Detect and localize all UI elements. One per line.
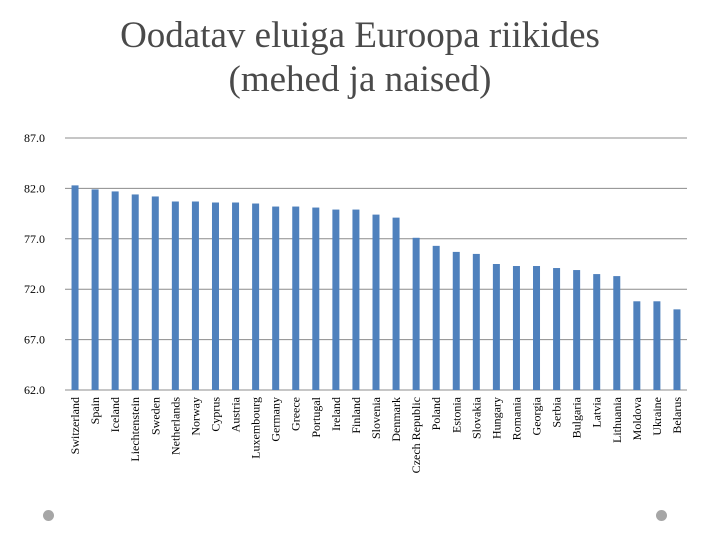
bar-georgia <box>533 266 541 390</box>
x-tick-label: Ireland <box>329 397 343 431</box>
y-tick-label: 67.0 <box>24 333 45 347</box>
bar-iceland <box>111 191 119 390</box>
bar-poland <box>432 245 440 390</box>
x-tick-label: Bulgaria <box>570 396 584 438</box>
x-tick-label: Germany <box>269 397 283 442</box>
bar-serbia <box>553 268 561 390</box>
slide-decoration-dot-right <box>656 510 667 521</box>
bar-austria <box>232 202 240 390</box>
chart-title-line-2: (mehed ja naised) <box>228 59 492 100</box>
bar-czech-republic <box>412 237 420 390</box>
bar-latvia <box>593 274 601 390</box>
x-tick-label: Denmark <box>389 397 403 442</box>
bar-greece <box>292 206 300 390</box>
bar-finland <box>352 209 360 390</box>
x-tick-label: Portugal <box>309 396 323 437</box>
x-tick-label: Austria <box>229 396 243 432</box>
bar-estonia <box>452 251 460 390</box>
y-tick-label: 62.0 <box>24 383 45 397</box>
bar-belarus <box>673 309 681 390</box>
bar-slovakia <box>472 253 480 390</box>
x-tick-label: Czech Republic <box>409 397 423 473</box>
y-tick-label: 72.0 <box>24 282 45 296</box>
bar-ireland <box>332 209 340 390</box>
x-tick-label: Latvia <box>590 396 604 427</box>
x-tick-label: Norway <box>188 397 202 436</box>
x-tick-label: Hungary <box>489 397 503 439</box>
x-tick-label: Greece <box>289 397 303 431</box>
bar-cyprus <box>211 202 219 390</box>
x-tick-label: Romania <box>509 396 523 440</box>
x-tick-label: Georgia <box>530 396 544 435</box>
y-tick-label: 77.0 <box>24 232 45 246</box>
bar-slovenia <box>372 214 380 390</box>
bar-liechtenstein <box>131 194 139 390</box>
bar-portugal <box>312 207 320 390</box>
x-tick-label: Iceland <box>108 397 122 432</box>
x-tick-label: Sweden <box>148 397 162 435</box>
bar-moldova <box>633 301 641 390</box>
x-tick-label: Spain <box>88 397 102 424</box>
x-tick-label: Serbia <box>550 396 564 427</box>
bar-lithuania <box>613 276 621 390</box>
x-tick-label: Poland <box>429 397 443 430</box>
chart-title: Oodatav eluiga Euroopa riikides (mehed j… <box>40 14 680 102</box>
bar-luxembourg <box>252 203 260 390</box>
bar-sweden <box>151 196 159 390</box>
x-tick-label: Moldova <box>630 396 644 440</box>
slide-decoration-dot-left <box>43 510 54 521</box>
bars <box>71 185 681 390</box>
x-tick-label: Liechtenstein <box>128 397 142 462</box>
bar-bulgaria <box>573 270 581 390</box>
x-tick-label: Slovenia <box>369 396 383 439</box>
x-tick-label: Estonia <box>449 396 463 433</box>
x-tick-label: Luxembourg <box>249 397 263 459</box>
x-tick-label: Switzerland <box>68 397 82 454</box>
bar-spain <box>91 189 99 390</box>
bar-denmark <box>392 217 400 390</box>
bar-germany <box>272 206 280 390</box>
chart-title-line-1: Oodatav eluiga Euroopa riikides <box>120 15 600 56</box>
bar-ukraine <box>653 301 661 390</box>
x-axis-ticks: Switzerland Spain Iceland Liechtenstein Swed… <box>68 396 684 473</box>
bar-netherlands <box>171 201 179 390</box>
x-tick-label: Lithuania <box>610 396 624 443</box>
bar-romania <box>512 266 520 390</box>
x-tick-label: Slovakia <box>469 396 483 439</box>
x-tick-label: Netherlands <box>168 397 182 455</box>
x-tick-label: Ukraine <box>650 397 664 436</box>
bar-norway <box>191 201 199 390</box>
x-tick-label: Belarus <box>670 397 684 434</box>
x-tick-label: Finland <box>349 397 363 434</box>
y-axis-ticks: 62.0 67.0 72.0 77.0 82.0 87.0 <box>24 131 45 397</box>
y-tick-label: 87.0 <box>24 131 45 145</box>
y-tick-label: 82.0 <box>24 181 45 195</box>
bar-hungary <box>492 264 500 390</box>
bar-switzerland <box>71 185 79 390</box>
x-tick-label: Cyprus <box>208 397 222 432</box>
